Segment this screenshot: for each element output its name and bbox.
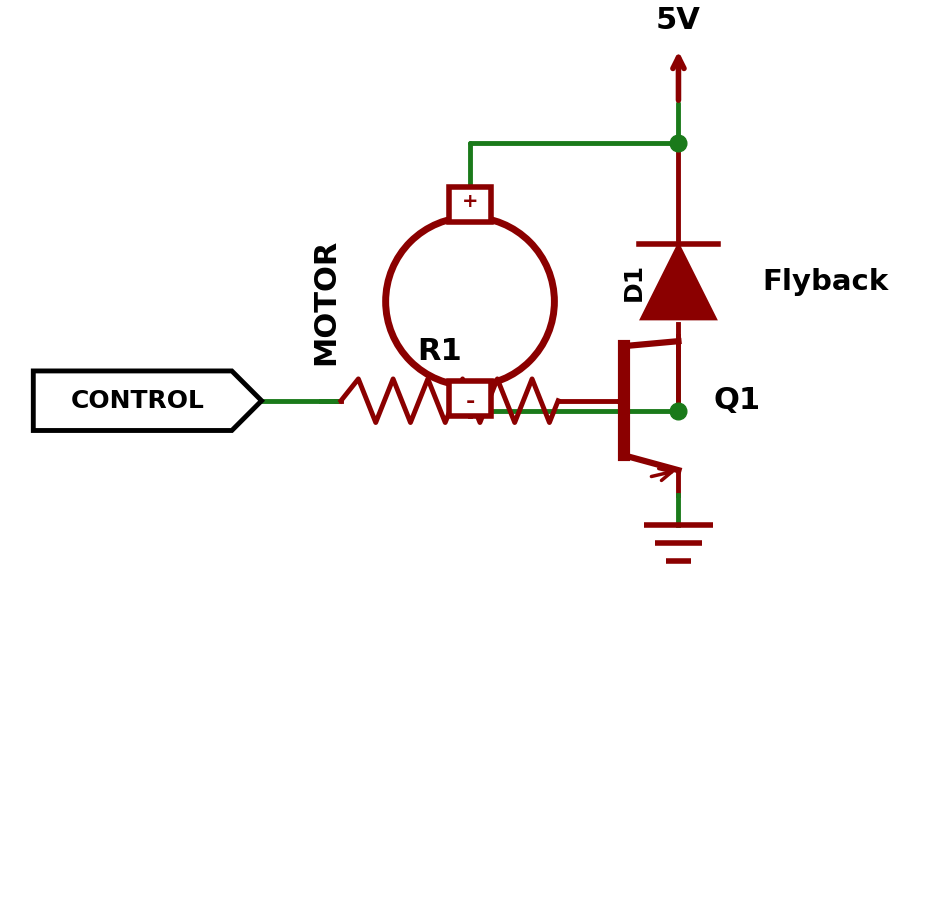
Text: MOTOR: MOTOR [312, 239, 341, 365]
Text: CONTROL: CONTROL [71, 388, 205, 413]
Text: 5V: 5V [656, 6, 701, 36]
FancyBboxPatch shape [449, 187, 491, 222]
Polygon shape [33, 371, 261, 431]
FancyBboxPatch shape [449, 381, 491, 415]
Text: +: + [462, 192, 478, 211]
Text: Flyback: Flyback [763, 267, 889, 296]
Text: R1: R1 [418, 336, 462, 366]
Text: -: - [465, 392, 474, 413]
Text: Q1: Q1 [713, 387, 760, 415]
Text: D1: D1 [622, 263, 646, 300]
Polygon shape [641, 244, 716, 319]
